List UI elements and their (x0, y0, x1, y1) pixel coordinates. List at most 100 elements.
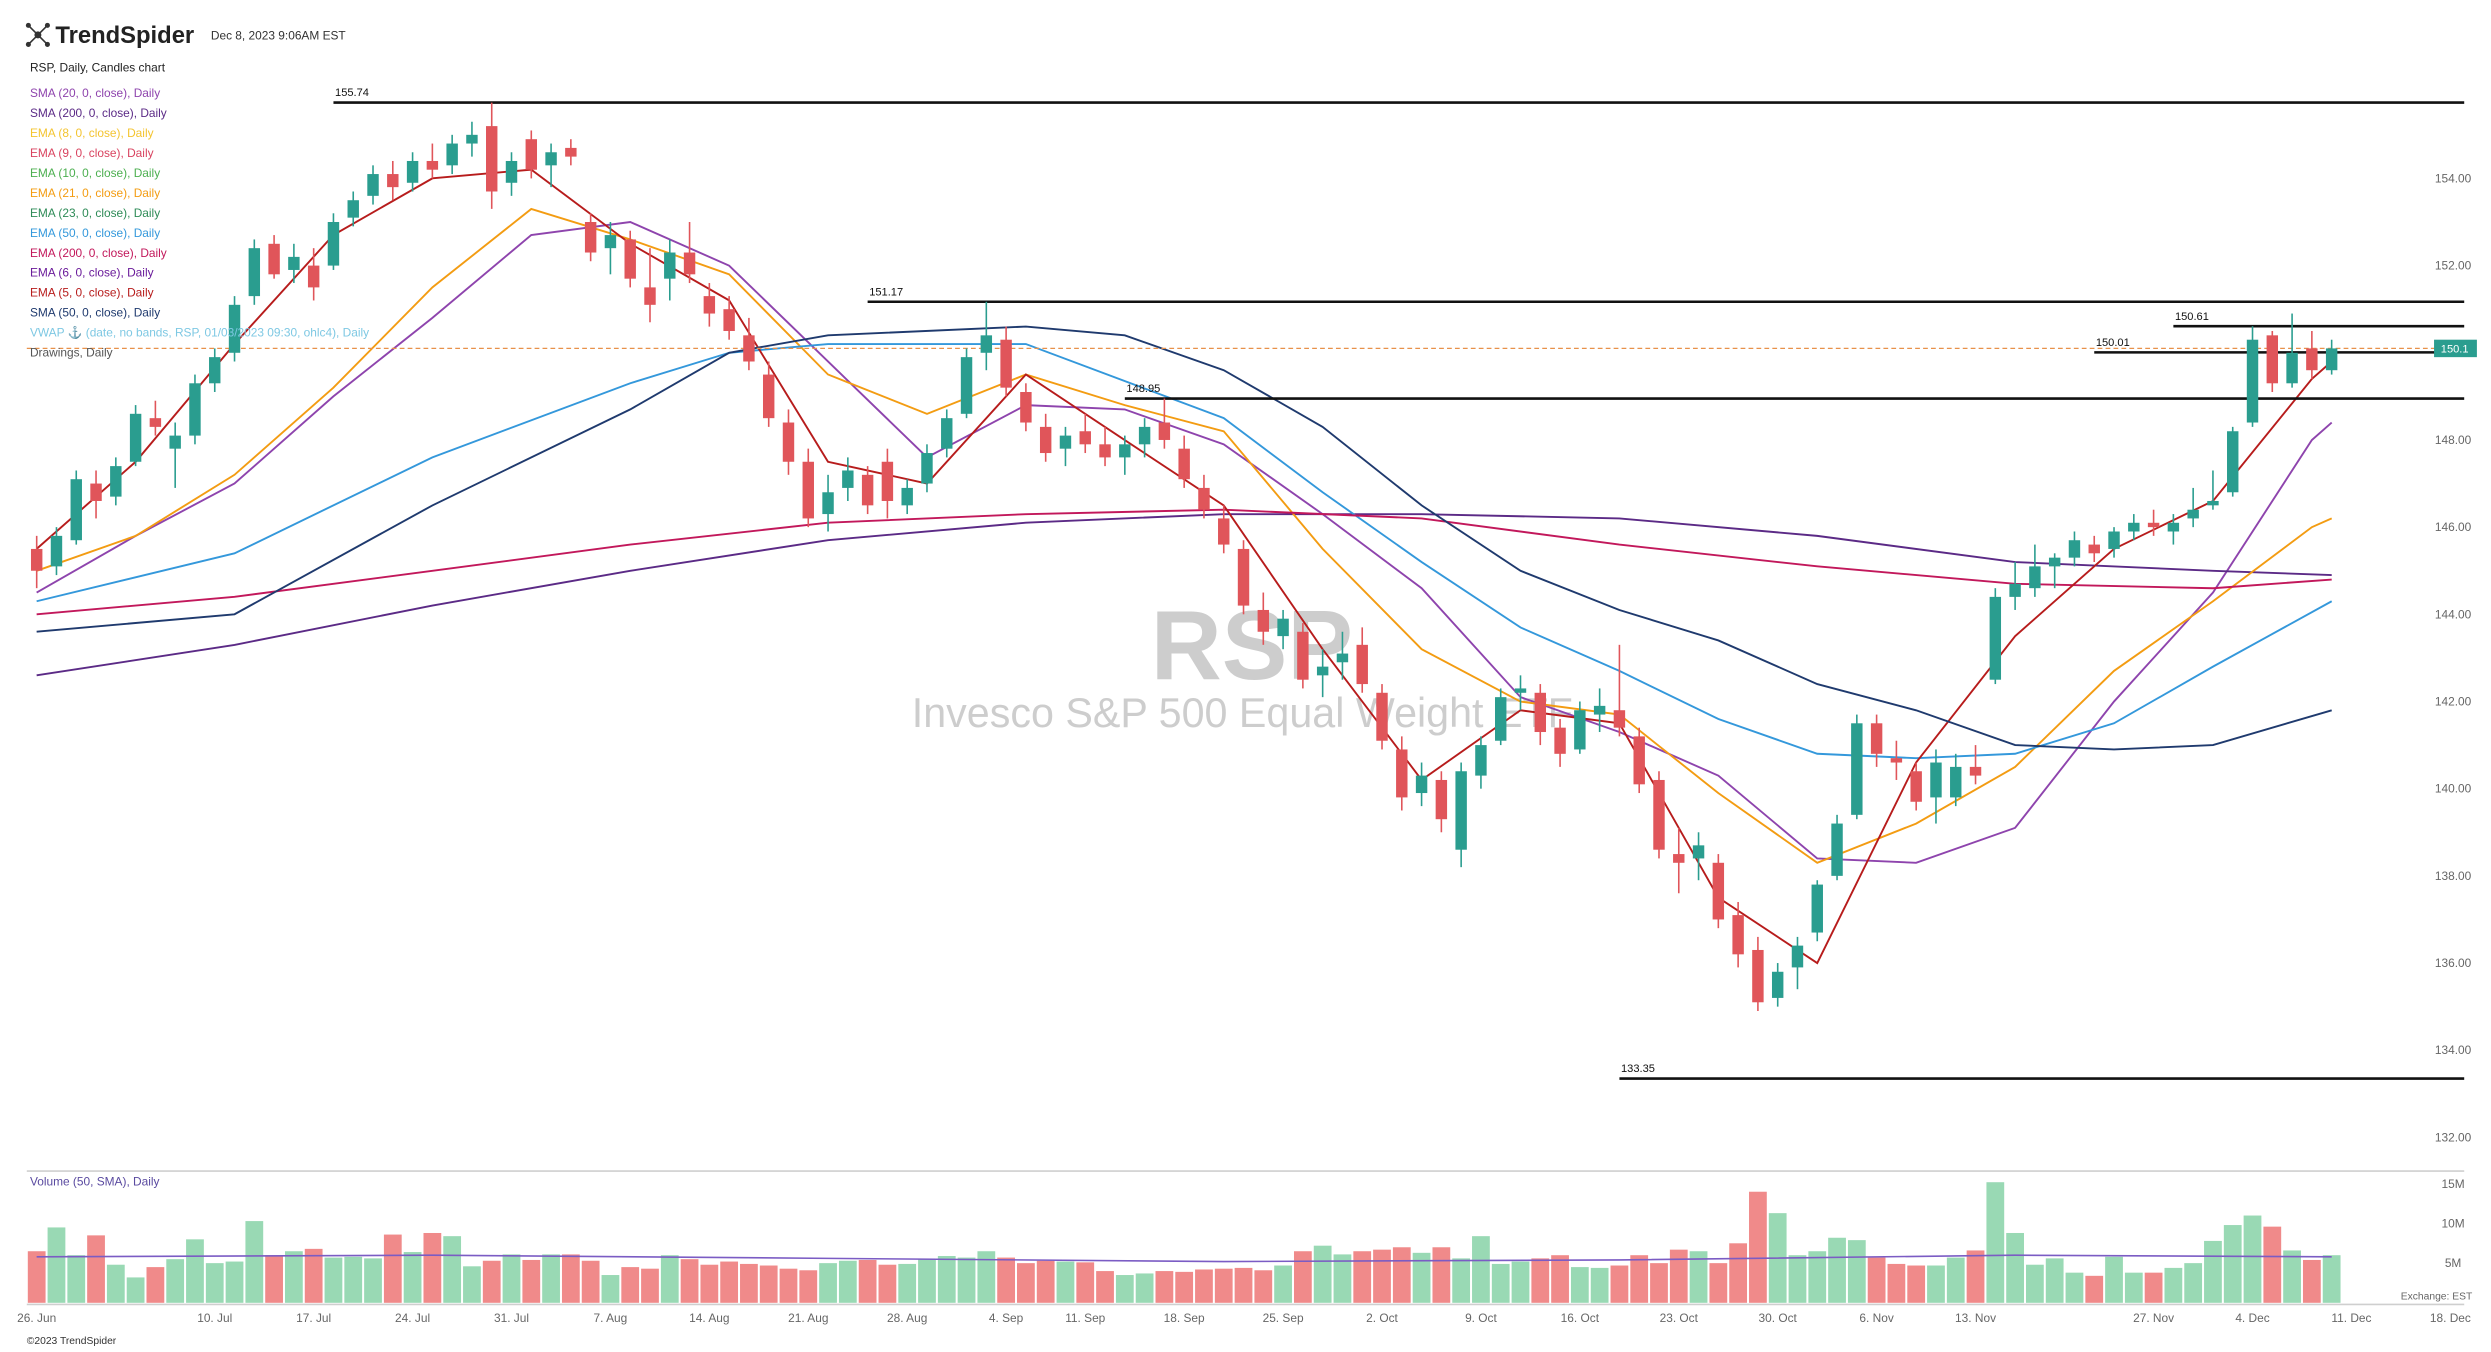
volume-bar (1610, 1265, 1629, 1303)
legend-entry: SMA (50, 0, close), Daily (30, 306, 160, 320)
volume-bar (937, 1255, 956, 1303)
candle-body (1119, 444, 1131, 458)
candle-body (1712, 862, 1725, 920)
x-tick-label: 18. Sep (1164, 1311, 1205, 1325)
volume-bar (2045, 1258, 2064, 1303)
candle-body (664, 252, 676, 279)
volume-bar (2006, 1232, 2024, 1303)
candle-body (1099, 444, 1111, 458)
candle-body (426, 160, 439, 170)
volume-bar (2243, 1215, 2262, 1303)
candle-body (743, 335, 755, 362)
volume-bar (1373, 1249, 1391, 1303)
volume-bar (2263, 1226, 2282, 1303)
volume-bar (2302, 1259, 2321, 1303)
candle-body (505, 160, 518, 183)
volume-bar (522, 1259, 541, 1303)
volume-bar (2204, 1240, 2222, 1303)
candle-body (2108, 531, 2120, 549)
candle-body (1613, 710, 1626, 728)
candle-body (703, 296, 716, 314)
volume-bar (1155, 1271, 1174, 1303)
candle-body (1198, 487, 1210, 510)
timestamp: Dec 8, 2023 9:06AM EST (211, 29, 346, 43)
candle-body (70, 479, 82, 541)
volume-bar (1076, 1262, 1095, 1303)
volume-bar (1036, 1260, 1055, 1303)
legend-entry: EMA (21, 0, close), Daily (30, 186, 160, 200)
candle-body (1376, 692, 1388, 741)
volume-bar (146, 1267, 165, 1303)
volume-bar (1669, 1249, 1688, 1303)
volume-bar (1452, 1258, 1471, 1303)
x-tick-label: 16. Oct (1561, 1311, 1600, 1325)
candle-body (1692, 845, 1705, 859)
ma-line (36, 207, 2333, 864)
volume-bar (284, 1251, 303, 1303)
volume-bar (67, 1255, 86, 1303)
volume-bar (403, 1252, 422, 1303)
candle-body (1455, 771, 1467, 850)
volume-bar (1590, 1267, 1609, 1303)
volume-bar (1788, 1255, 1807, 1303)
candle-body (1237, 548, 1250, 606)
candle-body (1356, 644, 1368, 685)
x-tick-label: 10. Jul (197, 1311, 232, 1325)
candle-body (1732, 915, 1744, 955)
candle-body (2227, 431, 2239, 493)
volume-bar (1096, 1271, 1114, 1303)
candle-body (1020, 392, 1032, 423)
volume-bar (1175, 1271, 1194, 1303)
volume-bar (2184, 1263, 2203, 1303)
volume-bar (799, 1270, 818, 1303)
candle-body (189, 383, 201, 436)
volume-bar (2283, 1250, 2301, 1303)
volume-bar (1274, 1265, 1292, 1303)
candle-body (2088, 544, 2100, 554)
candle-body (1593, 705, 1606, 715)
candle-body (1653, 779, 1665, 850)
volume-bar (838, 1260, 857, 1303)
volume-bar (1867, 1257, 1886, 1303)
candle-body (486, 126, 498, 192)
candle-body (1079, 431, 1091, 445)
layer: 132.00 134.00 136.00 138.00 140.00 142.00 144.… (17, 171, 2471, 1324)
candle-body (2325, 348, 2338, 371)
volume-bar (2144, 1272, 2163, 1303)
candle-body (1257, 609, 1270, 632)
y-tick-label: 132.00 (2435, 1130, 2472, 1144)
candle-body (604, 235, 617, 249)
x-tick-label: 11. Dec (2331, 1311, 2371, 1325)
volume-bar (1214, 1268, 1233, 1303)
candle-body (169, 435, 181, 449)
volume-bar (1946, 1257, 1965, 1303)
candle-body (327, 222, 340, 266)
candle-body (624, 239, 636, 279)
volume-bar (482, 1260, 501, 1303)
volume-bar (1847, 1240, 1866, 1303)
candle-body (2246, 339, 2259, 423)
legend-entry: EMA (5, 0, close), Daily (30, 286, 154, 300)
volume-bar (542, 1254, 560, 1303)
volume-bar (1234, 1267, 1253, 1303)
candle-body (1554, 727, 1566, 754)
x-tick-label: 14. Aug (689, 1311, 729, 1325)
volume-bar (2026, 1264, 2044, 1303)
volume-bar (997, 1257, 1015, 1303)
y-tick-label: 5M (2445, 1256, 2462, 1270)
candle-body (367, 174, 379, 196)
x-tick-label: 30. Oct (1759, 1311, 1798, 1325)
volume-sma-line (36, 1254, 2332, 1263)
candle-body (1851, 723, 1863, 815)
ma-line (36, 325, 2332, 751)
volume-bar (1293, 1251, 1312, 1303)
legend-entry: EMA (10, 0, close), Daily (30, 166, 160, 180)
volume-bar (1709, 1263, 1728, 1303)
level-label: 150.01 (2096, 337, 2130, 349)
volume-bar (1017, 1263, 1035, 1303)
x-tick-label: 28. Aug (887, 1311, 927, 1325)
candle-body (545, 152, 557, 166)
volume-bar (1927, 1265, 1945, 1303)
ma-line (36, 343, 2333, 760)
